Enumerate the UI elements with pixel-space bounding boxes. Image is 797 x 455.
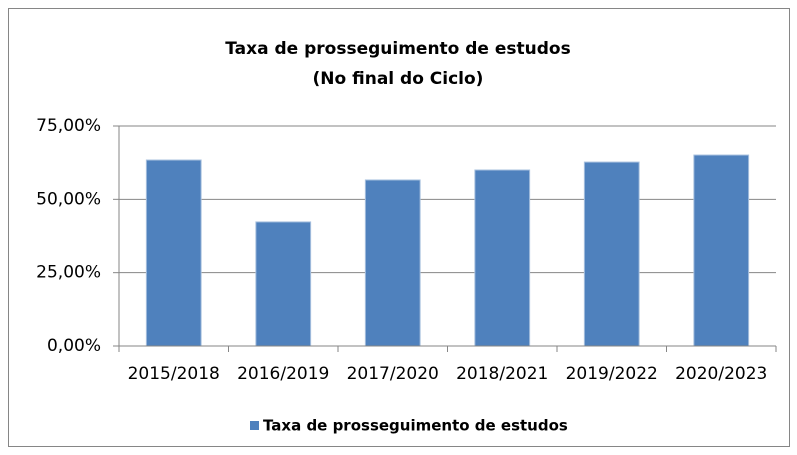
x-tick-label: 2019/2022 xyxy=(566,364,658,384)
chart-subtitle: (No final do Ciclo) xyxy=(313,69,484,89)
y-tick-label: 25,00% xyxy=(36,263,101,283)
bar xyxy=(145,159,202,347)
legend-swatch xyxy=(250,421,259,430)
y-tick-label: 0,00% xyxy=(47,336,101,356)
bar xyxy=(255,221,312,347)
x-tick-label: 2020/2023 xyxy=(675,364,767,384)
bar xyxy=(583,161,640,347)
y-tick-label: 50,00% xyxy=(36,189,101,209)
chart-title: Taxa de prosseguimento de estudos xyxy=(225,39,570,59)
bar xyxy=(693,154,750,347)
x-tick-label: 2016/2019 xyxy=(237,364,329,384)
x-tick-label: 2018/2021 xyxy=(456,364,548,384)
bar xyxy=(364,179,421,347)
y-tick-label: 75,00% xyxy=(36,116,101,136)
x-tick-label: 2015/2018 xyxy=(128,364,220,384)
bar xyxy=(474,169,531,347)
legend-label: Taxa de prosseguimento de estudos xyxy=(263,417,568,435)
x-tick-label: 2017/2020 xyxy=(347,364,439,384)
